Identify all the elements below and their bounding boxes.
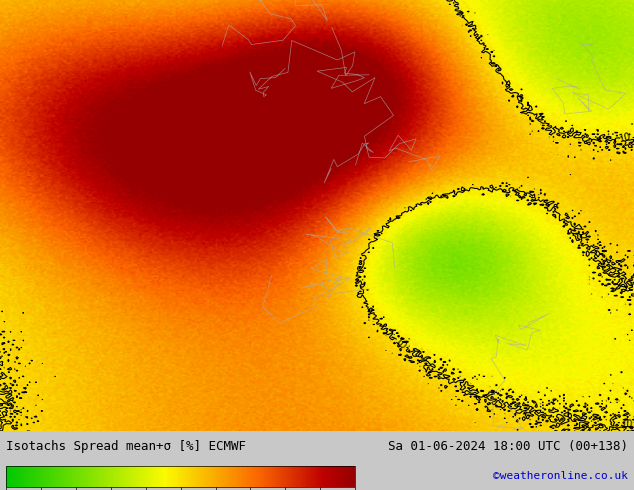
Text: Isotachs Spread mean+σ [%] ECMWF: Isotachs Spread mean+σ [%] ECMWF: [6, 440, 247, 453]
Text: ©weatheronline.co.uk: ©weatheronline.co.uk: [493, 471, 628, 481]
Text: 10: 10: [621, 419, 634, 430]
Text: 10: 10: [393, 336, 409, 352]
Text: 10: 10: [618, 132, 633, 145]
Text: Sa 01-06-2024 18:00 UTC (00+138): Sa 01-06-2024 18:00 UTC (00+138): [387, 440, 628, 453]
